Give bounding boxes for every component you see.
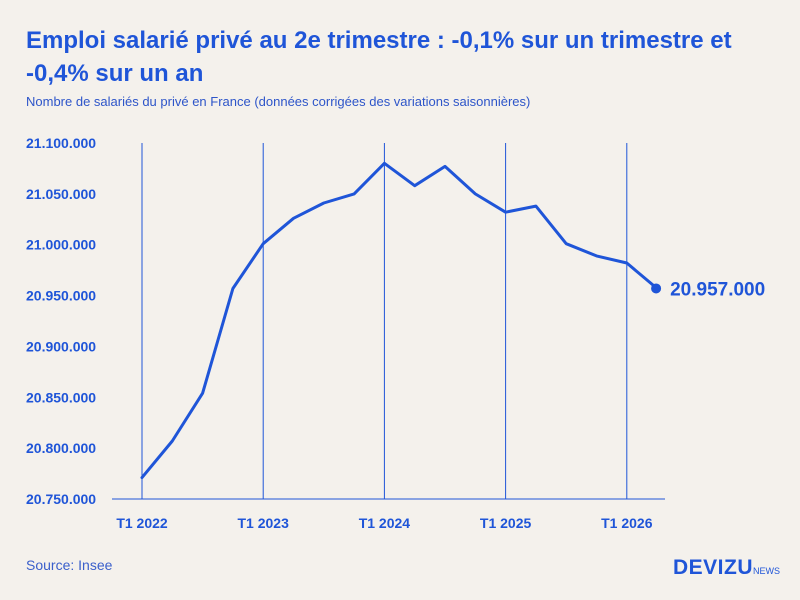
y-tick-label: 21.000.000: [26, 237, 96, 253]
brand-suffix: NEWS: [753, 566, 781, 576]
source-note: Source: Insee: [26, 557, 113, 573]
chart-title: Emploi salarié privé au 2e trimestre : -…: [26, 27, 732, 87]
y-tick-label: 20.800.000: [26, 440, 96, 456]
x-tick-label: T1 2024: [359, 515, 411, 531]
y-axis: 20.750.000 20.800.000 20.850.000 20.900.000…: [26, 135, 96, 507]
y-tick-label: 20.950.000: [26, 288, 96, 304]
y-tick-label: 21.050.000: [26, 186, 96, 202]
end-point-marker: [651, 283, 662, 294]
series: 20.957.000: [140, 161, 765, 480]
brand-logo: DEVIZUNEWS: [673, 556, 780, 580]
y-tick-label: 20.850.000: [26, 389, 96, 405]
x-tick-label: T1 2022: [116, 515, 168, 531]
brand-name: DEVIZU: [673, 556, 754, 579]
y-tick-label: 20.900.000: [26, 338, 96, 354]
end-value-label: 20.957.000: [670, 279, 765, 300]
chart-subtitle: Nombre de salariés du privé en France (d…: [26, 94, 531, 109]
x-tick-label: T1 2026: [601, 515, 653, 531]
y-tick-label: 21.100.000: [26, 135, 96, 151]
x-tick-label: T1 2025: [480, 515, 532, 531]
gridlines: [112, 143, 665, 500]
x-tick-label: T1 2023: [238, 515, 290, 531]
x-axis: T1 2022 T1 2023 T1 2024 T1 2025 T1 2026: [116, 515, 652, 531]
series-line: [140, 161, 659, 480]
y-tick-label: 20.750.000: [26, 491, 96, 507]
